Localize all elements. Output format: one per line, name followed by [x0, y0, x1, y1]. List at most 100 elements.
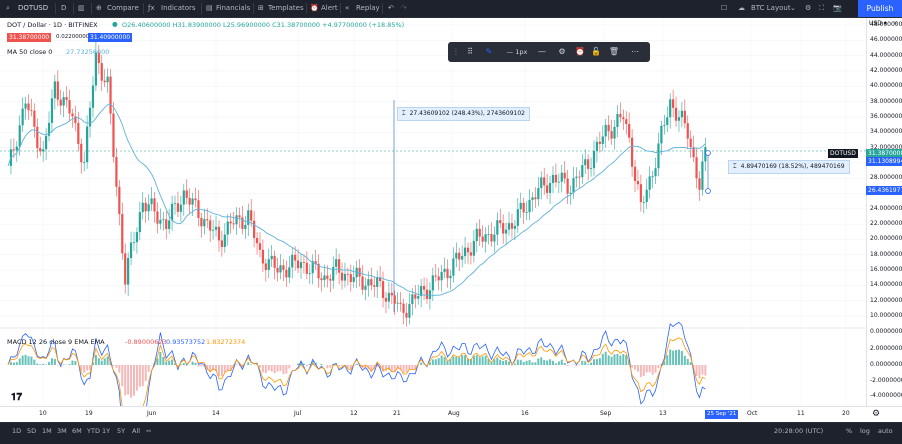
more-icon[interactable]: ⋯: [628, 45, 642, 59]
macd-histogram-bar: [274, 365, 276, 373]
candle-body: [482, 237, 484, 242]
range-button[interactable]: 5D: [27, 427, 36, 435]
alert-icon[interactable]: ⏰: [310, 0, 319, 17]
macd-histogram-bar: [581, 361, 583, 365]
fullscreen-box-icon[interactable]: ☐: [721, 0, 727, 17]
drag-handle-icon[interactable]: ⋮: [452, 45, 460, 59]
settings-icon[interactable]: ⚙: [805, 0, 811, 17]
candle-body: [446, 269, 448, 278]
macd-histogram-bar: [130, 365, 132, 398]
replay-button[interactable]: Replay: [356, 0, 380, 17]
time-tick: 21: [393, 410, 401, 417]
pencil-icon[interactable]: ✎: [483, 45, 495, 59]
range-button[interactable]: 1M: [42, 427, 52, 435]
compare-button[interactable]: Compare: [107, 0, 139, 17]
macd-histogram-bar: [493, 359, 495, 365]
lock-icon[interactable]: 🔓: [590, 45, 602, 59]
layout-icon[interactable]: ☁: [738, 0, 745, 17]
candle-body: [534, 197, 536, 199]
macd-value-2: 0.93573752: [166, 338, 205, 346]
range-button[interactable]: 3M: [57, 427, 67, 435]
auto-toggle[interactable]: auto: [878, 427, 893, 435]
templates-button[interactable]: Templates: [268, 0, 304, 17]
range-button[interactable]: 1D: [12, 427, 21, 435]
indicators-button[interactable]: Indicators: [161, 0, 196, 17]
candle-body: [45, 136, 47, 149]
alert-button[interactable]: Alert: [321, 0, 338, 17]
candle-body: [139, 212, 141, 232]
candle-body: [616, 114, 618, 127]
undo-icon[interactable]: ↶: [388, 0, 394, 17]
replay-icon[interactable]: «: [345, 0, 349, 17]
publish-button[interactable]: Publish: [858, 0, 902, 17]
compare-icon[interactable]: ⊕: [96, 0, 102, 17]
sell-price-box[interactable]: 31.38700000: [7, 33, 51, 42]
macd-histogram-bar: [408, 365, 410, 369]
indicators-icon[interactable]: ƒx: [148, 0, 155, 17]
percent-toggle[interactable]: %: [846, 427, 852, 435]
price-chart[interactable]: 𝟏𝟕: [0, 18, 866, 406]
time-tick: 11: [797, 410, 805, 417]
candle-body: [476, 229, 478, 241]
financials-icon[interactable]: ▤: [206, 0, 213, 17]
log-toggle[interactable]: log: [860, 427, 870, 435]
layout-name[interactable]: BTC Layout: [751, 0, 791, 17]
macd-legend-label[interactable]: MACD 12 26 close 9 EMA EMA: [7, 338, 105, 346]
candle-body: [640, 184, 642, 202]
chart-pane[interactable]: 𝟏𝟕 DOT / Dollar · 1D · BITFINEX ● O26.40…: [0, 18, 866, 406]
date-range-icon[interactable]: ⇿: [146, 427, 151, 435]
time-tick: 12: [350, 410, 358, 417]
macd-histogram-bar: [10, 362, 12, 365]
candle-body: [467, 248, 469, 253]
macd-histogram-bar: [669, 349, 671, 365]
line-width-button[interactable]: — 1px: [503, 45, 531, 59]
interval-button[interactable]: D: [61, 0, 66, 17]
macd-histogram-bar: [461, 355, 463, 365]
candle-body: [581, 165, 583, 177]
macd-histogram-bar: [655, 365, 657, 373]
symbol-search-icon[interactable]: ⌕: [6, 0, 10, 17]
symbol-name[interactable]: DOTUSD: [18, 0, 48, 17]
range-button[interactable]: All: [132, 427, 140, 435]
line-style-icon[interactable]: —: [536, 45, 548, 59]
macd-histogram-bar: [537, 359, 539, 365]
macd-histogram-bar: [326, 365, 328, 368]
redo-icon[interactable]: ↷: [401, 0, 407, 17]
templates-icon[interactable]: ⠿: [464, 45, 476, 59]
axis-settings-icon[interactable]: ⚙: [872, 409, 880, 419]
templates-icon[interactable]: ⊞: [258, 0, 264, 17]
range-button[interactable]: 6M: [72, 427, 82, 435]
ma-legend-label[interactable]: MA 50 close 0: [7, 48, 52, 56]
macd-histogram-bar: [159, 352, 161, 365]
chevron-down-icon[interactable]: ⌄: [790, 0, 796, 17]
clock-time[interactable]: 20:28:00 (UTC): [774, 427, 823, 435]
alert-icon[interactable]: ⏰: [574, 45, 586, 59]
visibility-dot-icon[interactable]: ●: [112, 20, 118, 28]
candle-body: [590, 168, 592, 169]
fullscreen-icon[interactable]: ⛶: [819, 0, 824, 17]
candle-body: [279, 265, 281, 272]
range-button[interactable]: 5Y: [117, 427, 125, 435]
candle-body: [394, 295, 396, 303]
screenshot-icon[interactable]: 📷: [833, 0, 842, 17]
price-axis[interactable]: USD ▾ ✕ 48.0000000046.0000000044.0000000…: [866, 18, 902, 406]
candle-body: [687, 123, 689, 138]
candle-body: [300, 262, 302, 268]
range-button[interactable]: YTD: [87, 427, 100, 435]
candle-body: [666, 117, 668, 125]
financials-button[interactable]: Financials: [216, 0, 250, 17]
trash-icon[interactable]: 🗑: [608, 45, 620, 59]
candle-body: [253, 221, 255, 238]
range-button[interactable]: 1Y: [102, 427, 110, 435]
candle-style-icon[interactable]: ▥: [78, 0, 85, 17]
macd-histogram-bar: [165, 362, 167, 365]
settings-icon[interactable]: ⚙: [556, 45, 568, 59]
buy-price-box[interactable]: 31.40900000: [88, 33, 132, 42]
macd-histogram-bar: [218, 365, 220, 376]
